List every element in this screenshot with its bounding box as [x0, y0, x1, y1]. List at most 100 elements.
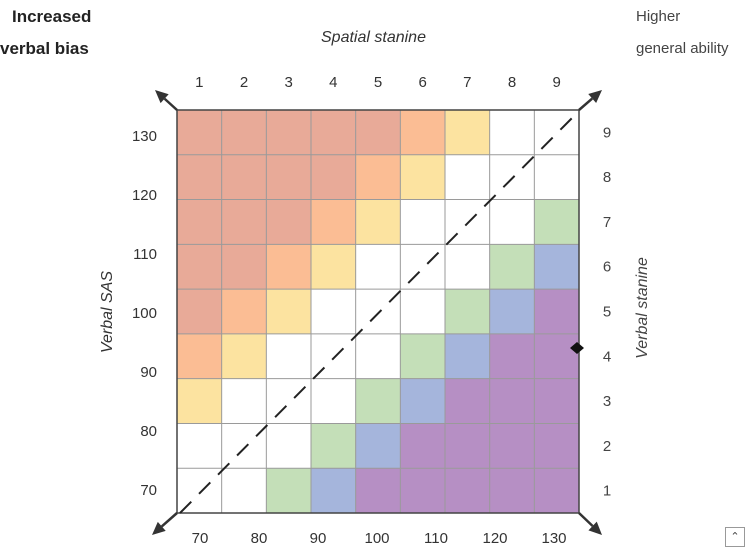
- top-tick-label: 4: [329, 74, 337, 91]
- grid-cell: [355, 244, 401, 290]
- verbal-stanine-title: Verbal stanine: [634, 257, 651, 359]
- grid-cell: [221, 199, 267, 245]
- left-tick-label: 120: [132, 187, 157, 204]
- grid-cell: [221, 423, 267, 469]
- grid-cell: [355, 378, 401, 424]
- bottom-tick-label: 80: [251, 530, 268, 547]
- grid-cell: [266, 289, 311, 334]
- left-tick-label: 80: [140, 423, 157, 440]
- grid-cell: [489, 333, 535, 379]
- grid-cell: [445, 333, 490, 379]
- arrow-top-right: [578, 90, 602, 111]
- grid-cell: [400, 154, 445, 200]
- spatial-stanine-title: Spatial stanine: [321, 29, 426, 46]
- grid-cell: [266, 110, 311, 155]
- right-tick-label: 9: [603, 124, 611, 141]
- grid-cells: [177, 110, 579, 513]
- verbal-sas-title: Verbal SAS: [99, 271, 116, 353]
- left-tick-label: 100: [132, 305, 157, 322]
- grid-cell: [534, 423, 579, 469]
- top-tick-label: 1: [195, 74, 203, 91]
- top-right-label-line1: Higher: [636, 8, 681, 25]
- grid-cell: [445, 289, 490, 334]
- grid-cell: [311, 289, 356, 334]
- grid-cell: [355, 468, 401, 513]
- grid-cell: [534, 244, 579, 290]
- top-tick-label: 3: [284, 74, 292, 91]
- bottom-tick-label: 110: [424, 530, 448, 547]
- bottom-tick-label: 70: [192, 530, 209, 547]
- grid-cell: [400, 468, 445, 513]
- grid-cell: [311, 244, 356, 290]
- marker-diamond: [570, 342, 584, 354]
- grid-cell: [534, 199, 579, 245]
- grid-cell: [355, 423, 401, 469]
- grid-cell: [489, 289, 535, 334]
- grid-cell: [355, 154, 401, 200]
- right-tick-label: 1: [603, 483, 611, 500]
- grid-cell: [177, 378, 222, 424]
- grid-cell: [266, 468, 311, 513]
- grid-cell: [445, 199, 490, 245]
- left-tick-label: 70: [140, 482, 157, 499]
- right-tick-label: 8: [603, 169, 611, 186]
- grid-cell: [221, 468, 267, 513]
- left-tick-label: 110: [133, 246, 157, 263]
- grid-cell: [445, 154, 490, 200]
- grid-cell: [534, 333, 579, 379]
- grid-cell: [445, 468, 490, 513]
- bottom-tick-label: 120: [482, 530, 507, 547]
- grid-cell: [489, 199, 535, 245]
- grid-cell: [221, 154, 267, 200]
- grid-cell: [400, 199, 445, 245]
- grid-cell: [221, 333, 267, 379]
- right-tick-label: 5: [603, 304, 611, 321]
- grid-cell: [311, 378, 356, 424]
- grid-cell: [311, 110, 356, 155]
- grid-cell: [400, 333, 445, 379]
- grid-cell: [534, 378, 579, 424]
- grid-cell: [177, 154, 222, 200]
- grid-cell: [445, 378, 490, 424]
- grid-cell: [311, 333, 356, 379]
- grid-cell: [311, 154, 356, 200]
- top-left-label-line1: Increased: [12, 7, 92, 26]
- grid-cell: [177, 468, 222, 513]
- grid-cell: [534, 468, 579, 513]
- top-tick-label: 9: [552, 74, 560, 91]
- right-tick-label: 6: [603, 259, 611, 276]
- right-tick-label: 2: [603, 438, 611, 455]
- grid-cell: [400, 244, 445, 290]
- grid-cell: [445, 423, 490, 469]
- grid-cell: [266, 154, 311, 200]
- grid-cell: [311, 199, 356, 245]
- grid-cell: [266, 423, 311, 469]
- grid-cell: [221, 110, 267, 155]
- top-tick-label: 2: [240, 74, 248, 91]
- arrow-bottom-right: [578, 512, 602, 535]
- grid-cell: [221, 244, 267, 290]
- grid-cell: [177, 289, 222, 334]
- grid-cell: [534, 289, 579, 334]
- top-tick-label: 8: [508, 74, 516, 91]
- grid-cell: [177, 244, 222, 290]
- grid-cell: [221, 289, 267, 334]
- grid-cell: [400, 110, 445, 155]
- grid-cell: [177, 423, 222, 469]
- expand-icon[interactable]: ⌃: [725, 527, 745, 547]
- grid-cell: [400, 289, 445, 334]
- grid-cell: [266, 244, 311, 290]
- grid-cell: [489, 423, 535, 469]
- grid-cell: [400, 423, 445, 469]
- right-tick-label: 4: [603, 348, 611, 365]
- grid-cell: [355, 333, 401, 379]
- grid-cell: [355, 199, 401, 245]
- corner-arrows: [152, 90, 602, 535]
- grid-cell: [489, 378, 535, 424]
- grid-cell: [489, 468, 535, 513]
- grid-cell: [489, 244, 535, 290]
- grid-cell: [177, 333, 222, 379]
- grid-cell: [355, 110, 401, 155]
- bottom-tick-label: 90: [310, 530, 327, 547]
- grid-cell: [177, 199, 222, 245]
